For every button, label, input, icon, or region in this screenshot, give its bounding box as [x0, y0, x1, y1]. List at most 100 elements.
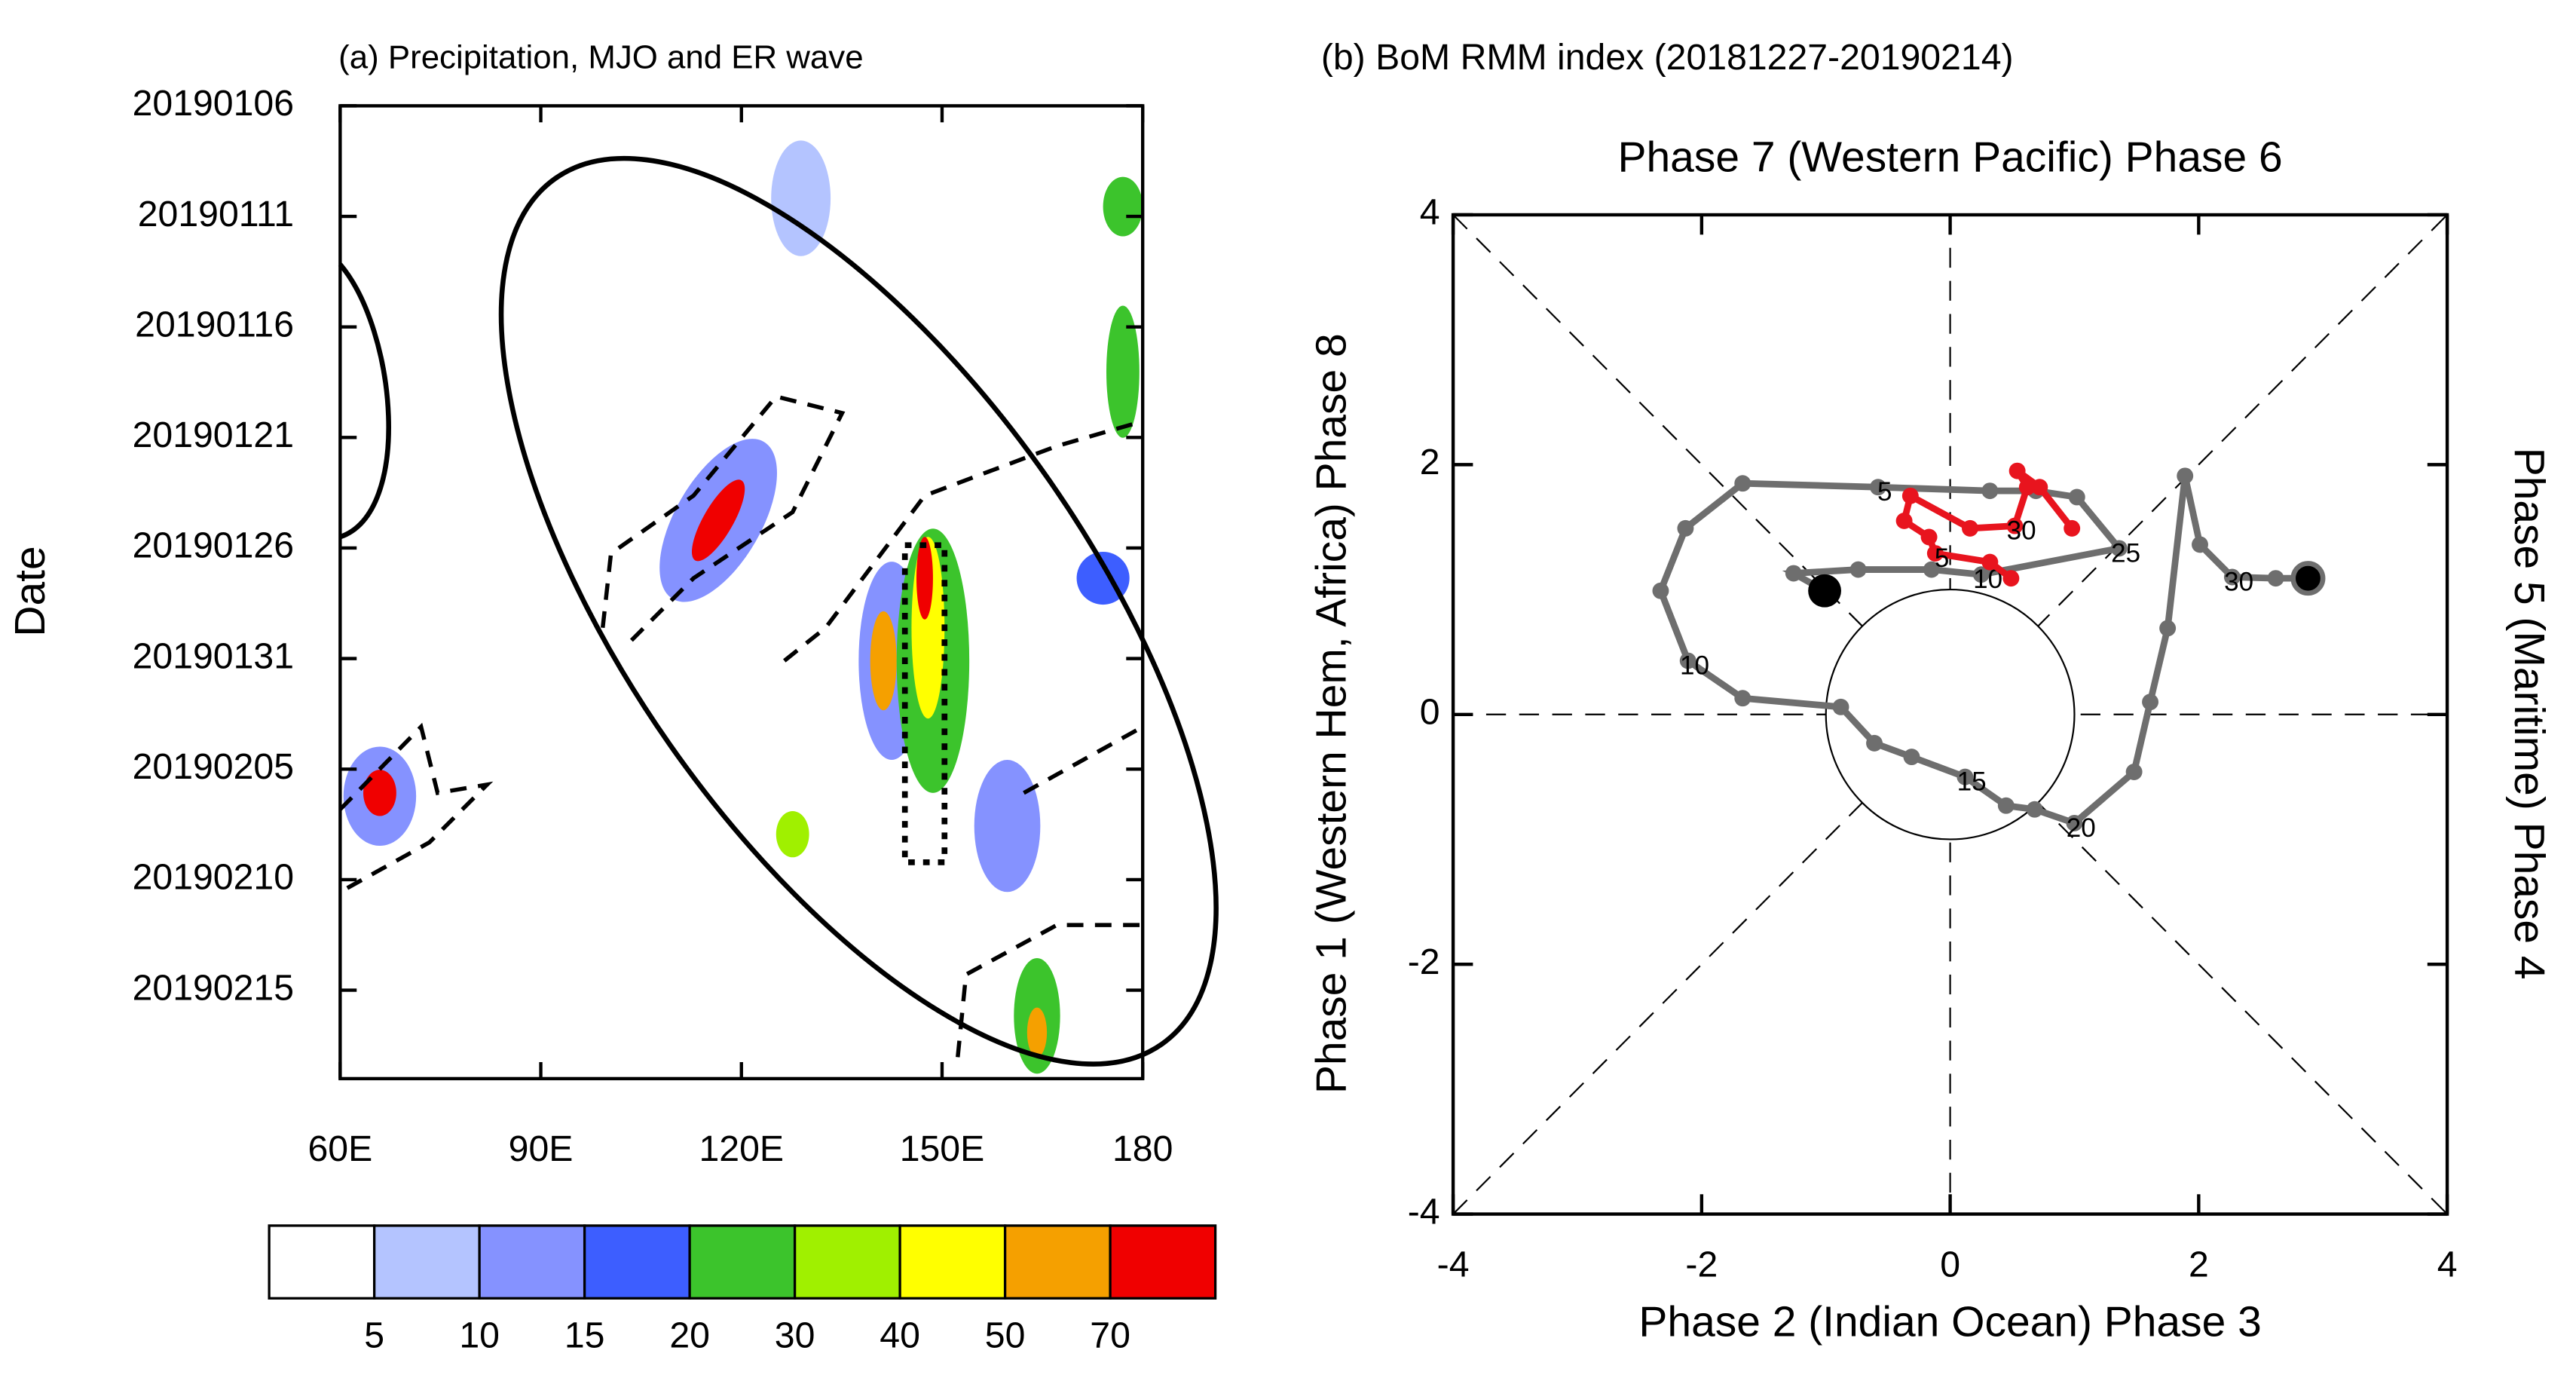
precip-blob: [870, 611, 897, 711]
y-tick-label: 4: [1420, 192, 1440, 233]
trajectory-point: [1956, 768, 1974, 785]
trajectory-point: [1901, 487, 1919, 504]
mjo-contour: [338, 262, 391, 540]
trajectory-point: [2223, 568, 2241, 586]
trajectory-point: [1997, 797, 2015, 814]
x-tick-label: 0: [1940, 1244, 1960, 1285]
trajectory-point: [2068, 488, 2085, 506]
trajectory-point: [1677, 519, 1694, 537]
precip-blob: [1103, 176, 1143, 237]
trajectory-point: [1870, 479, 1886, 496]
precip-blob: [691, 479, 745, 562]
trajectory-point: [1962, 519, 1978, 537]
colorbar-box: [372, 1224, 481, 1300]
trajectory-point: [2026, 801, 2043, 818]
trajectory-point: [2064, 519, 2081, 537]
trajectory-point: [2002, 570, 2020, 587]
er-contour: [783, 419, 1143, 663]
day-label: 30: [2007, 516, 2036, 546]
x-tick-label: 120E: [699, 1128, 784, 1169]
trajectory-point: [1895, 512, 1913, 529]
colorbar-label: 10: [459, 1315, 500, 1356]
top-phase-label: Phase 7 (Western Pacific) Phase 6: [1618, 133, 2283, 182]
unit-circle: [1825, 588, 2076, 841]
trajectory-point: [2110, 540, 2128, 557]
trajectory-point: [1866, 734, 1883, 752]
precip-blob: [363, 770, 396, 816]
trajectory-point: [2267, 570, 2284, 587]
precip-blob: [974, 760, 1041, 893]
day-label: 20: [2067, 813, 2096, 843]
trajectory-point: [2192, 536, 2208, 553]
trajectory-point: [2125, 764, 2143, 780]
colorbar-box: [898, 1224, 1007, 1300]
trajectory-point: [2018, 479, 2036, 496]
day-label: 5: [1877, 477, 1892, 507]
colorbar-box: [793, 1224, 901, 1300]
y-tick-label: 0: [1420, 692, 1440, 733]
day-label: 10: [1680, 651, 1709, 681]
trajectory-point: [2008, 462, 2026, 479]
trajectory-point: [2177, 467, 2194, 485]
trajectory-point: [1981, 482, 1999, 500]
colorbar-box: [1003, 1224, 1112, 1300]
colorbar-box: [478, 1224, 586, 1300]
trajectory-point: [1785, 565, 1802, 582]
y-tick-label: 20190116: [135, 304, 294, 344]
trajectory-line: [1657, 475, 2308, 827]
trajectory-point: [1679, 652, 1696, 669]
colorbar-label: 70: [1090, 1315, 1130, 1356]
y-tick-label: 20190121: [133, 415, 294, 455]
colorbar-label: 50: [985, 1315, 1026, 1356]
trajectory-point: [1734, 690, 1751, 707]
er-contour: [956, 923, 1143, 1058]
panel-a-title: (a) Precipitation, MJO and ER wave: [338, 39, 863, 76]
y-tick-label: 20190215: [133, 967, 294, 1008]
end-marker: [1808, 574, 1841, 608]
x-tick-label: 90E: [509, 1128, 574, 1169]
focus-box: [901, 542, 948, 865]
trajectory-point: [2142, 694, 2159, 711]
colorbar-label: 15: [564, 1315, 605, 1356]
x-axis-label: Phase 2 (Indian Ocean) Phase 3: [1638, 1297, 2261, 1346]
x-tick-label: 150E: [900, 1128, 985, 1169]
colorbar-box: [583, 1224, 691, 1300]
trajectory-point: [1920, 528, 1938, 546]
x-tick-label: 2: [2189, 1244, 2209, 1285]
er-contour: [1023, 724, 1144, 795]
trajectory-point: [1832, 698, 1849, 715]
right-phase-label: Phase 5 (Maritime) Phase 4: [2505, 448, 2553, 980]
trajectory-point: [1926, 545, 1944, 562]
y-axis-label: Date: [6, 546, 54, 636]
y-tick-label: 20190111: [138, 194, 294, 234]
trajectory-point: [1734, 475, 1751, 492]
colorbar-box: [688, 1224, 797, 1300]
y-tick-label: 20190205: [133, 746, 294, 787]
mjo-contour: [498, 155, 1219, 1067]
precip-blob: [1106, 305, 1140, 438]
colorbar-label: 5: [364, 1315, 384, 1356]
trajectory-point: [2159, 620, 2177, 637]
day-label: 30: [2224, 568, 2253, 597]
colorbar-label: 20: [669, 1315, 710, 1356]
trajectory-point: [1972, 566, 1990, 583]
y-tick-label: -4: [1408, 1191, 1440, 1232]
day-label: 15: [1957, 767, 1987, 797]
plot-frame: [338, 104, 1145, 1081]
precip-field: [343, 140, 1143, 1074]
trajectory-point: [1981, 553, 1999, 571]
y-tick-label: -2: [1408, 942, 1440, 982]
x-tick-label: -2: [1685, 1244, 1718, 1285]
colorbar-box: [1109, 1224, 1217, 1300]
x-tick-label: 180: [1112, 1128, 1173, 1169]
panel-b-title: (b) BoM RMM index (20181227-20190214): [1321, 37, 2014, 78]
trajectory-point: [2006, 517, 2024, 534]
er-contour: [338, 722, 494, 894]
trajectory-point: [1652, 582, 1669, 599]
precip-blob: [1026, 1007, 1048, 1058]
y-tick-label: 20190126: [133, 525, 294, 566]
y-tick-label: 20190210: [133, 857, 294, 898]
y-tick-label: 20190131: [133, 635, 294, 676]
y-tick-label: 20190106: [133, 83, 294, 124]
